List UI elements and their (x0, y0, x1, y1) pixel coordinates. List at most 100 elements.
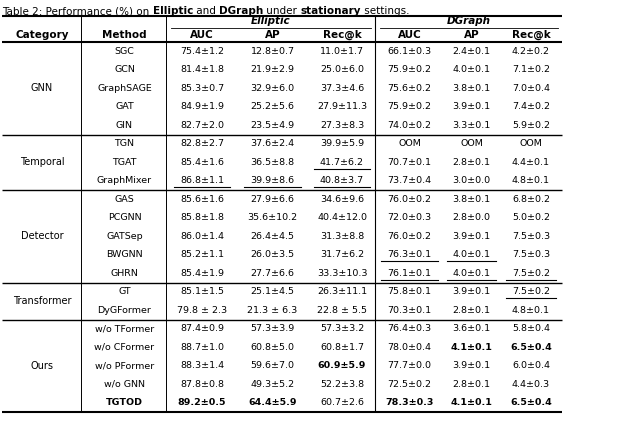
Text: 60.8±1.7: 60.8±1.7 (320, 343, 364, 352)
Text: 79.8 ± 2.3: 79.8 ± 2.3 (177, 306, 227, 315)
Text: AUC: AUC (397, 30, 421, 39)
Text: 60.9±5.9: 60.9±5.9 (318, 361, 366, 370)
Text: 74.0±0.2: 74.0±0.2 (387, 121, 431, 130)
Text: w/o PFormer: w/o PFormer (95, 361, 154, 370)
Text: Method: Method (102, 30, 147, 39)
Text: 6.8±0.2: 6.8±0.2 (512, 195, 550, 204)
Text: 39.9±5.9: 39.9±5.9 (320, 139, 364, 148)
Text: Ours: Ours (31, 361, 54, 371)
Text: 3.6±0.1: 3.6±0.1 (452, 324, 491, 333)
Text: GHRN: GHRN (111, 269, 138, 278)
Text: GAS: GAS (115, 195, 134, 204)
Text: 40.8±3.7: 40.8±3.7 (320, 176, 364, 185)
Text: 75.6±0.2: 75.6±0.2 (387, 84, 431, 93)
Text: 36.5±8.8: 36.5±8.8 (250, 158, 294, 167)
Text: DGraph: DGraph (219, 6, 263, 16)
Text: 5.0±0.2: 5.0±0.2 (512, 213, 550, 222)
Text: 7.5±0.3: 7.5±0.3 (512, 232, 550, 241)
Text: 85.3±0.7: 85.3±0.7 (180, 84, 224, 93)
Text: 86.8±1.1: 86.8±1.1 (180, 176, 224, 185)
Text: GCN: GCN (114, 65, 135, 74)
Text: 25.2±5.6: 25.2±5.6 (250, 102, 294, 111)
Text: TGAT: TGAT (112, 158, 137, 167)
Text: 39.9±8.6: 39.9±8.6 (250, 176, 294, 185)
Text: 23.5±4.9: 23.5±4.9 (250, 121, 294, 130)
Text: 5.8±0.4: 5.8±0.4 (512, 324, 550, 333)
Text: 52.2±3.8: 52.2±3.8 (320, 380, 364, 389)
Text: BWGNN: BWGNN (106, 250, 143, 259)
Text: 3.8±0.1: 3.8±0.1 (452, 84, 491, 93)
Text: 85.2±1.1: 85.2±1.1 (180, 250, 224, 259)
Text: 72.5±0.2: 72.5±0.2 (387, 380, 431, 389)
Text: 6.5±0.4: 6.5±0.4 (510, 343, 552, 352)
Text: settings.: settings. (361, 6, 410, 16)
Text: Temporal: Temporal (20, 157, 64, 167)
Text: 75.9±0.2: 75.9±0.2 (387, 65, 431, 74)
Text: 84.9±1.9: 84.9±1.9 (180, 102, 224, 111)
Text: 2.8±0.1: 2.8±0.1 (452, 306, 490, 315)
Text: 25.0±6.0: 25.0±6.0 (320, 65, 364, 74)
Text: Elliptic: Elliptic (152, 6, 193, 16)
Text: 4.0±0.1: 4.0±0.1 (452, 269, 490, 278)
Text: 3.9±0.1: 3.9±0.1 (452, 232, 491, 241)
Text: 70.7±0.1: 70.7±0.1 (387, 158, 431, 167)
Text: AP: AP (265, 30, 280, 39)
Text: 32.9±6.0: 32.9±6.0 (250, 84, 294, 93)
Text: 37.6±2.4: 37.6±2.4 (250, 139, 294, 148)
Text: 78.0±0.4: 78.0±0.4 (387, 343, 431, 352)
Text: 86.0±1.4: 86.0±1.4 (180, 232, 224, 241)
Text: OOM: OOM (460, 139, 483, 148)
Text: 2.8±0.1: 2.8±0.1 (452, 380, 490, 389)
Text: 89.2±0.5: 89.2±0.5 (178, 398, 227, 407)
Text: 85.8±1.8: 85.8±1.8 (180, 213, 224, 222)
Text: Transformer: Transformer (13, 296, 71, 306)
Text: 11.0±1.7: 11.0±1.7 (320, 47, 364, 56)
Text: 85.1±1.5: 85.1±1.5 (180, 287, 224, 296)
Text: 4.4±0.1: 4.4±0.1 (512, 158, 550, 167)
Text: 57.3±3.9: 57.3±3.9 (250, 324, 294, 333)
Text: 7.1±0.2: 7.1±0.2 (512, 65, 550, 74)
Text: 4.4±0.3: 4.4±0.3 (512, 380, 550, 389)
Text: 7.0±0.4: 7.0±0.4 (512, 84, 550, 93)
Text: 6.5±0.4: 6.5±0.4 (510, 398, 552, 407)
Text: 27.9±6.6: 27.9±6.6 (250, 195, 294, 204)
Text: OOM: OOM (398, 139, 421, 148)
Text: 60.7±2.6: 60.7±2.6 (320, 398, 364, 407)
Text: Rec@k: Rec@k (511, 29, 550, 39)
Text: 4.8±0.1: 4.8±0.1 (512, 176, 550, 185)
Text: and: and (193, 6, 219, 16)
Text: 2.8±0.1: 2.8±0.1 (452, 158, 490, 167)
Text: 81.4±1.8: 81.4±1.8 (180, 65, 224, 74)
Text: 60.8±5.0: 60.8±5.0 (250, 343, 294, 352)
Text: 40.4±12.0: 40.4±12.0 (317, 213, 367, 222)
Text: Detector: Detector (20, 231, 63, 241)
Text: 3.9±0.1: 3.9±0.1 (452, 361, 491, 370)
Text: 87.4±0.9: 87.4±0.9 (180, 324, 224, 333)
Text: 31.3±8.8: 31.3±8.8 (320, 232, 364, 241)
Text: 4.1±0.1: 4.1±0.1 (451, 343, 492, 352)
Text: 4.0±0.1: 4.0±0.1 (452, 65, 490, 74)
Text: 7.5±0.2: 7.5±0.2 (512, 269, 550, 278)
Text: 76.4±0.3: 76.4±0.3 (387, 324, 431, 333)
Text: 7.5±0.3: 7.5±0.3 (512, 250, 550, 259)
Text: GraphMixer: GraphMixer (97, 176, 152, 185)
Text: 70.3±0.1: 70.3±0.1 (387, 306, 431, 315)
Text: under: under (263, 6, 300, 16)
Text: 22.8 ± 5.5: 22.8 ± 5.5 (317, 306, 367, 315)
Text: Category: Category (15, 30, 68, 39)
Text: 27.3±8.3: 27.3±8.3 (320, 121, 364, 130)
Text: w/o CFormer: w/o CFormer (95, 343, 155, 352)
Text: 3.9±0.1: 3.9±0.1 (452, 287, 491, 296)
Text: 21.3 ± 6.3: 21.3 ± 6.3 (248, 306, 298, 315)
Text: 7.5±0.2: 7.5±0.2 (512, 287, 550, 296)
Text: 41.7±6.2: 41.7±6.2 (320, 158, 364, 167)
Text: TGN: TGN (115, 139, 134, 148)
Text: 7.4±0.2: 7.4±0.2 (512, 102, 550, 111)
Text: 4.8±0.1: 4.8±0.1 (512, 306, 550, 315)
Text: 4.2±0.2: 4.2±0.2 (512, 47, 550, 56)
Text: 82.8±2.7: 82.8±2.7 (180, 139, 224, 148)
Text: GAT: GAT (115, 102, 134, 111)
Text: w/o GNN: w/o GNN (104, 380, 145, 389)
Text: 5.9±0.2: 5.9±0.2 (512, 121, 550, 130)
Text: 87.8±0.8: 87.8±0.8 (180, 380, 224, 389)
